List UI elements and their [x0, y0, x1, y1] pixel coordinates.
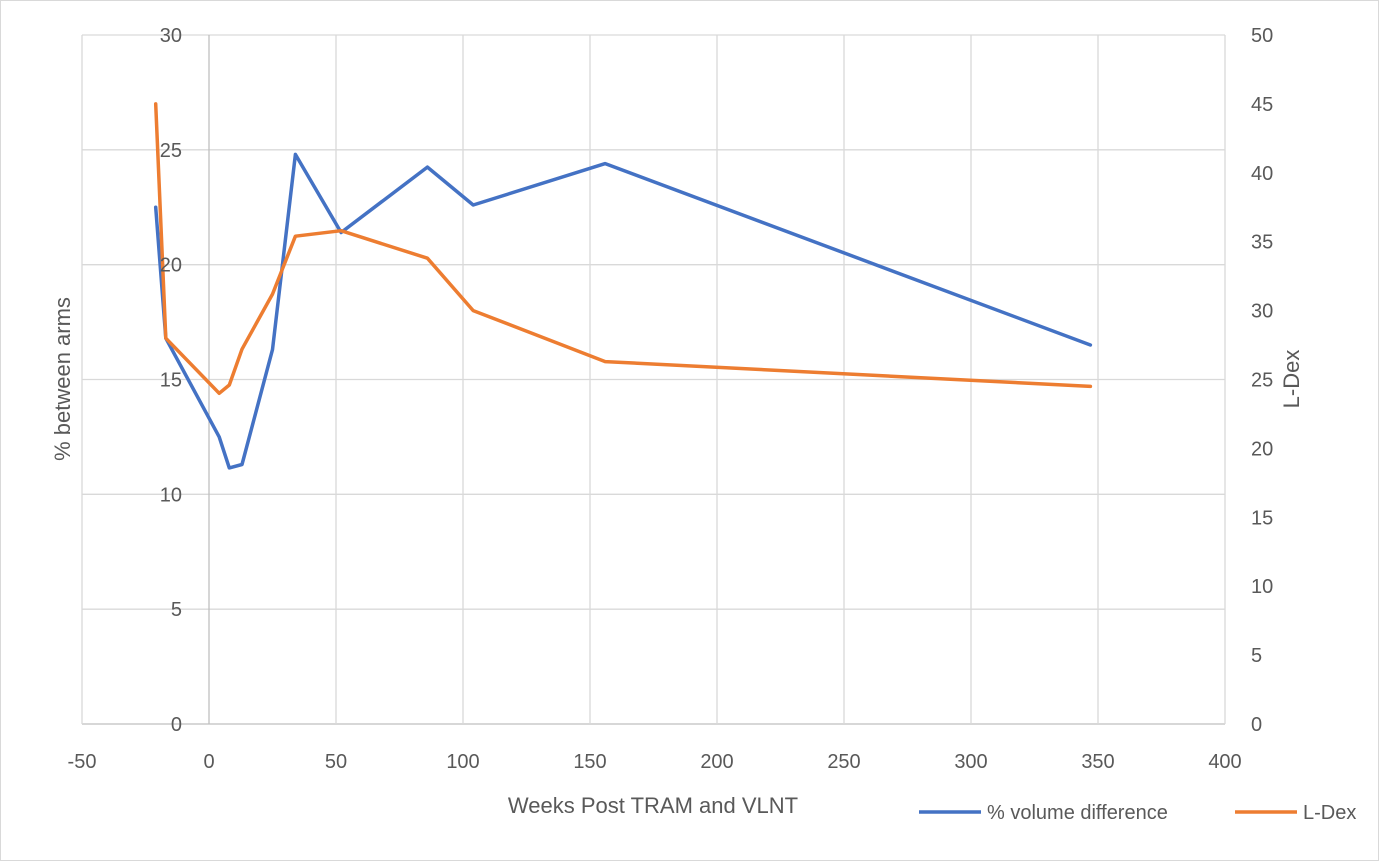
y2-tick-label: 15 [1251, 507, 1273, 529]
tick-labels: 0 5 10 15 20 25 30 -50 0 50 100 150 200 250 300 350 400 0… [68, 25, 1274, 773]
x-tick-label: 250 [827, 751, 860, 773]
x-tick-label: 300 [954, 751, 987, 773]
x-tick-label: 150 [573, 751, 606, 773]
y2-tick-label: 50 [1251, 25, 1273, 47]
legend: % volume difference L-Dex [919, 802, 1356, 824]
x-tick-label: 400 [1208, 751, 1241, 773]
y2-tick-label: 30 [1251, 301, 1273, 323]
y2-tick-label: 35 [1251, 232, 1273, 254]
x-tick-label: 350 [1081, 751, 1114, 773]
x-tick-label: 50 [325, 751, 347, 773]
x-tick-label: 200 [700, 751, 733, 773]
x-tick-label: 0 [203, 751, 214, 773]
series-line-volume-difference [156, 154, 1091, 468]
y-tick-label: 15 [160, 370, 182, 392]
y-tick-label: 30 [160, 25, 182, 47]
y2-tick-label: 0 [1251, 714, 1262, 736]
series-layer [156, 104, 1091, 468]
y2-axis-title: L-Dex [1279, 350, 1304, 409]
y2-tick-label: 45 [1251, 94, 1273, 116]
y-tick-label: 25 [160, 140, 182, 162]
y2-tick-label: 5 [1251, 645, 1262, 667]
series-line-ldex [156, 104, 1091, 393]
y-tick-label: 10 [160, 484, 182, 506]
y2-tick-label: 25 [1251, 370, 1273, 392]
y-tick-label: 20 [160, 255, 182, 277]
x-axis-title: Weeks Post TRAM and VLNT [508, 793, 798, 818]
y-tick-label: 0 [171, 714, 182, 736]
gridlines [82, 35, 1225, 724]
x-tick-label: -50 [68, 751, 97, 773]
legend-label-volume: % volume difference [987, 802, 1168, 824]
y2-tick-label: 20 [1251, 438, 1273, 460]
y2-tick-label: 10 [1251, 576, 1273, 598]
y-tick-label: 5 [171, 599, 182, 621]
x-tick-label: 100 [446, 751, 479, 773]
y-axis-title: % between arms [50, 297, 75, 461]
legend-label-ldex: L-Dex [1303, 802, 1356, 824]
y2-tick-label: 40 [1251, 163, 1273, 185]
